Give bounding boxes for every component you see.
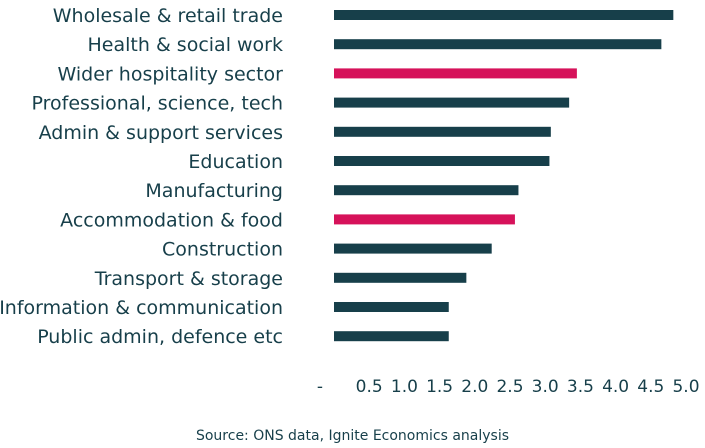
bar-0: [334, 10, 674, 20]
x-tick-label-7: 3.5: [567, 377, 594, 397]
bar-6: [334, 185, 519, 196]
x-tick-label-3: 1.5: [426, 377, 453, 397]
bars-layer: [334, 10, 674, 342]
category-label-5: Education: [188, 151, 283, 173]
bar-11: [334, 331, 449, 342]
category-label-8: Construction: [162, 239, 283, 261]
x-axis-ticks: - 0.5 1.0 1.5 2.0 2.5 3.0 3.5 4.0 4.5 5.0: [317, 377, 700, 397]
x-tick-label-0: -: [317, 377, 323, 397]
category-label-10: Information & communication: [0, 297, 283, 319]
x-tick-label-4: 2.0: [461, 377, 488, 397]
bar-1: [334, 39, 662, 50]
bar-5: [334, 156, 550, 166]
category-label-3: Professional, science, tech: [32, 93, 283, 115]
category-label-9: Transport & storage: [94, 268, 283, 290]
bar-7: [334, 214, 515, 225]
bar-chart: Wholesale & retail trade Health & social …: [0, 5, 700, 397]
x-tick-label-10: 5.0: [672, 377, 699, 397]
bar-10: [334, 302, 449, 312]
bar-3: [334, 97, 570, 108]
x-tick-label-2: 1.0: [391, 377, 418, 397]
bar-4: [334, 126, 551, 137]
x-tick-label-1: 0.5: [356, 377, 383, 397]
category-labels: Wholesale & retail trade Health & social …: [0, 5, 283, 348]
x-tick-label-9: 4.5: [637, 377, 664, 397]
category-label-1: Health & social work: [88, 34, 283, 56]
x-tick-label-8: 4.0: [602, 377, 629, 397]
x-tick-label-5: 2.5: [496, 377, 523, 397]
category-label-4: Admin & support services: [39, 122, 283, 144]
category-label-2: Wider hospitality sector: [58, 63, 284, 85]
bar-8: [334, 243, 492, 254]
category-label-7: Accommodation & food: [60, 209, 283, 231]
bar-9: [334, 272, 467, 283]
bar-2: [334, 68, 577, 79]
category-label-6: Manufacturing: [145, 180, 283, 202]
source-note: Source: ONS data, Ignite Economics analy…: [195, 428, 510, 444]
category-label-0: Wholesale & retail trade: [53, 5, 283, 27]
category-label-11: Public admin, defence etc: [37, 326, 283, 348]
x-tick-label-6: 3.0: [532, 377, 559, 397]
